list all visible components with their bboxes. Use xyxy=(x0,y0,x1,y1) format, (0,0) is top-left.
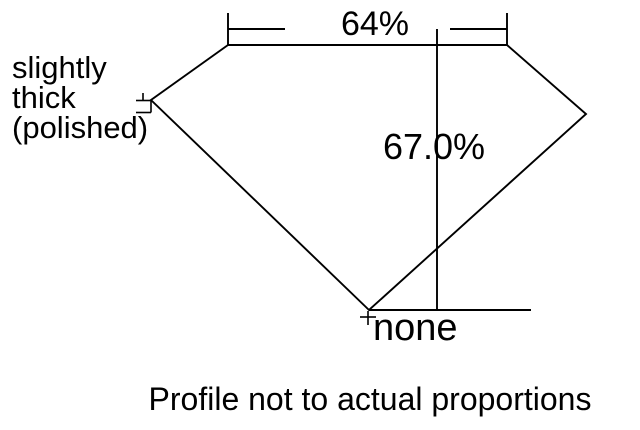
svg-text:67.0%: 67.0% xyxy=(383,126,485,167)
svg-text:Profile not to actual proporti: Profile not to actual proportions xyxy=(149,381,592,417)
svg-text:(polished): (polished) xyxy=(12,110,148,145)
svg-text:none: none xyxy=(373,307,458,349)
svg-text:64%: 64% xyxy=(341,5,409,43)
